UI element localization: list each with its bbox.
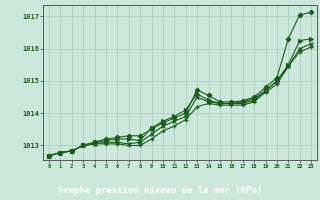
Text: Graphe pression niveau de la mer (hPa): Graphe pression niveau de la mer (hPa) xyxy=(58,186,262,195)
